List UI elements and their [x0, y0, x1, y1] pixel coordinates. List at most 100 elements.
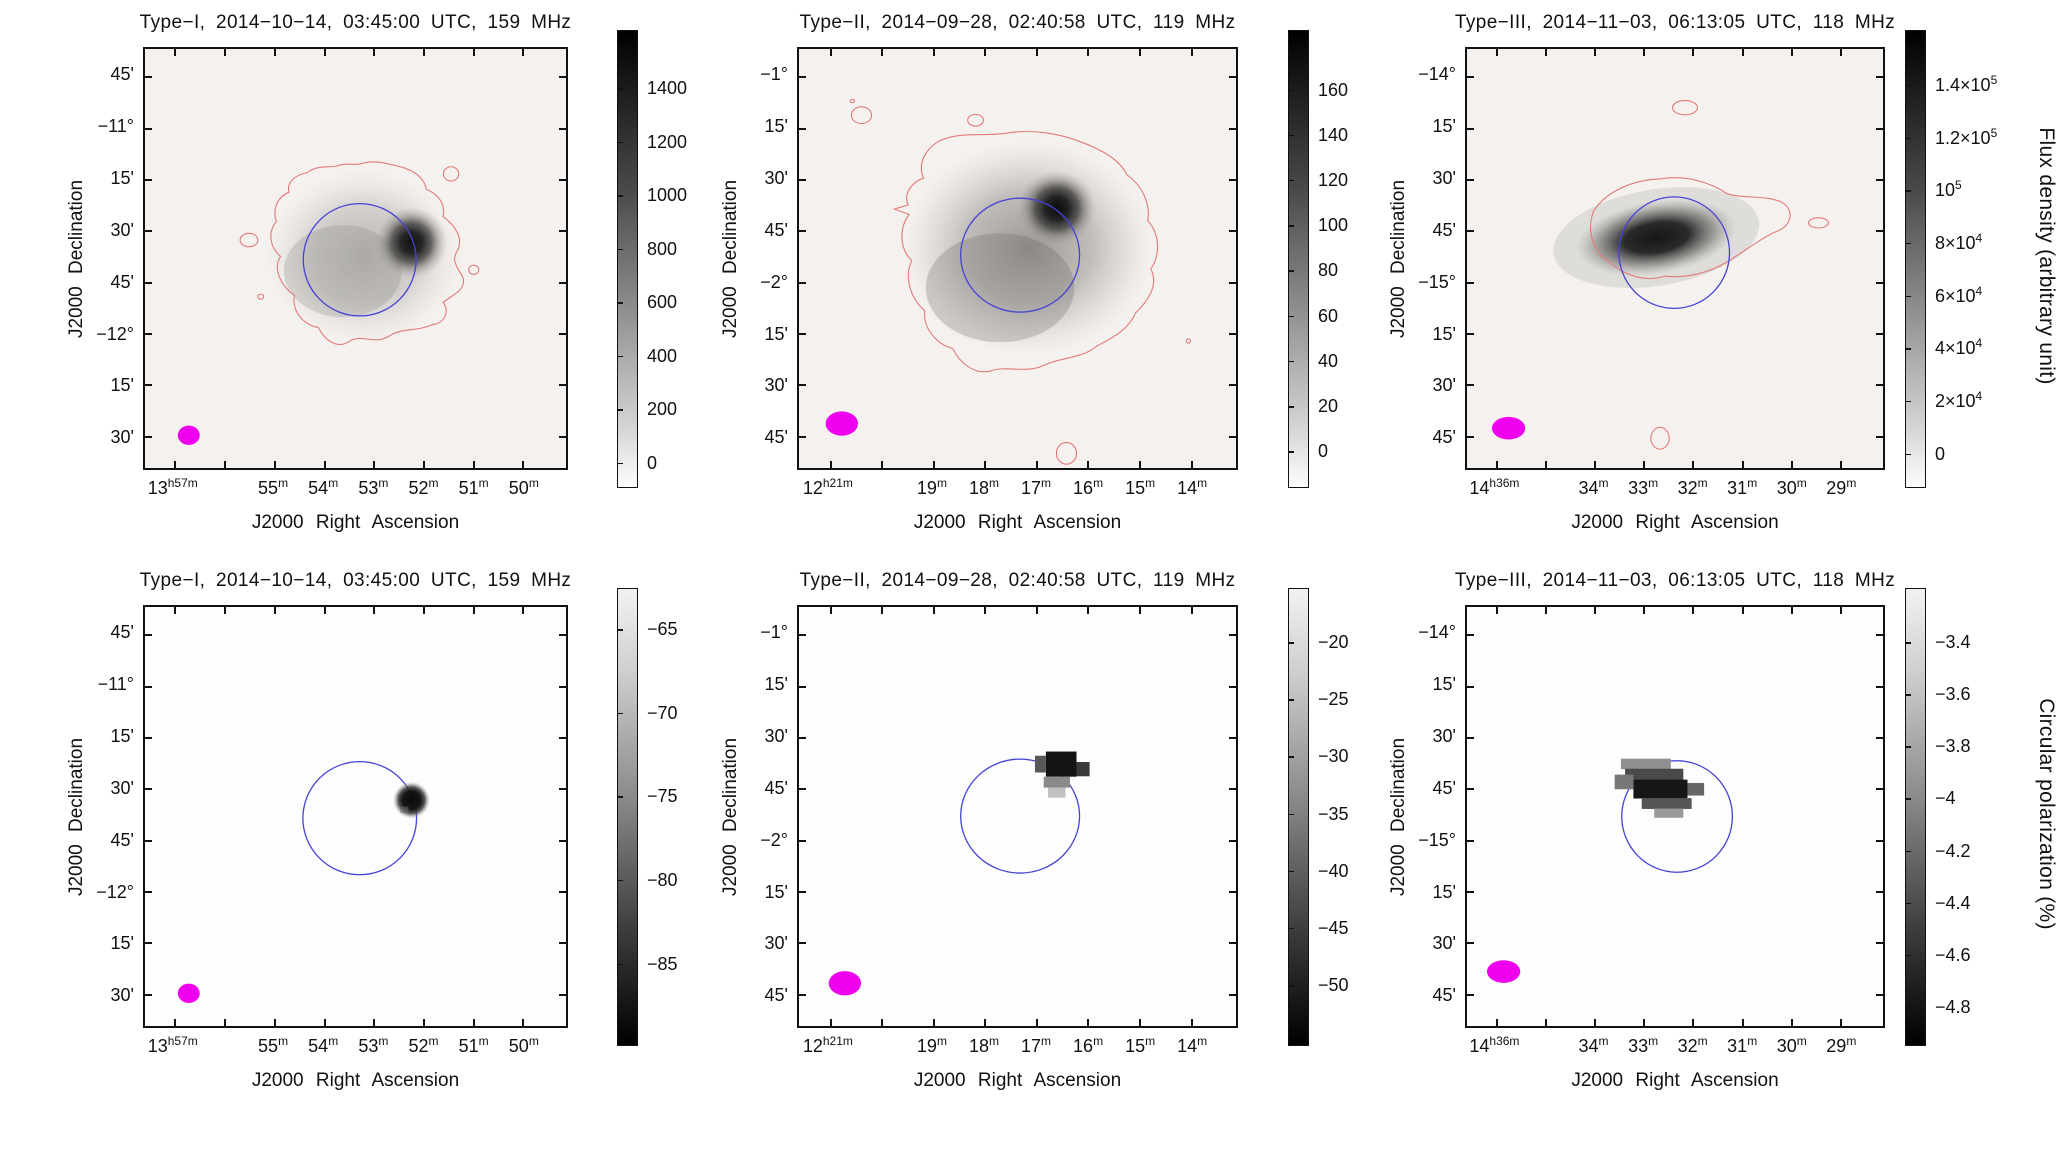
- y-tick-label: 15': [764, 116, 788, 137]
- y-axis-tick: [799, 993, 806, 996]
- y-tick-label: 15': [110, 726, 134, 747]
- x-tick-label: 52m: [408, 1034, 439, 1056]
- colorbar-tick: [1906, 850, 1911, 853]
- x-axis-tick: [273, 607, 276, 614]
- y-axis-tick: [799, 435, 806, 438]
- x-tick-label: 54m: [308, 476, 339, 498]
- x-axis-tick: [1643, 49, 1646, 56]
- panel-title: Type−II, 2014−09−28, 02:40:58 UTC, 119 M…: [799, 12, 1236, 33]
- x-tick-label: 55m: [258, 1034, 289, 1056]
- y-tick-label: 15': [764, 881, 788, 902]
- colorbar-tick: [618, 879, 623, 882]
- y-axis-tick: [559, 178, 566, 181]
- flux-contour-island: [258, 294, 264, 299]
- row-label-circular-polarization: Circular polarization (%): [2035, 698, 2058, 930]
- y-tick-label: −12°: [96, 323, 134, 344]
- x-axis-tick: [323, 607, 326, 614]
- x-tick-label: 17m: [1021, 1034, 1052, 1056]
- y-axis-tick: [1467, 634, 1474, 637]
- y-axis-tick: [1467, 736, 1474, 739]
- flux-contour-island: [850, 99, 854, 102]
- y-tick-label: 15': [764, 323, 788, 344]
- flux-contour-island: [968, 114, 984, 126]
- colorbar: [617, 30, 638, 488]
- x-axis-tick: [1035, 607, 1038, 614]
- y-axis-tick: [1229, 178, 1236, 181]
- y-axis-tick: [145, 942, 152, 945]
- x-tick-label: 31m: [1727, 1034, 1758, 1056]
- y-tick-label: 30': [110, 777, 134, 798]
- x-axis-tick: [1594, 49, 1597, 56]
- x-axis-tick: [273, 49, 276, 56]
- colorbar-tick-label: −20: [1318, 632, 1349, 653]
- y-axis-tick: [1467, 685, 1474, 688]
- x-axis-label: J2000 Right Ascension: [1571, 1070, 1779, 1091]
- y-tick-label: −14°: [1418, 622, 1456, 643]
- colorbar-tick: [1906, 798, 1911, 800]
- solar-disk-circle: [961, 759, 1080, 873]
- beam-ellipse: [825, 411, 858, 436]
- colorbar-tick: [618, 248, 623, 251]
- y-axis-tick: [1467, 127, 1474, 130]
- x-axis-tick: [984, 461, 987, 468]
- colorbar-tick: [1289, 225, 1294, 227]
- panel-title: Type−III, 2014−11−03, 06:13:05 UTC, 118 …: [1454, 570, 1896, 591]
- x-tick-label: 18m: [968, 476, 999, 498]
- colorbar-tick: [1906, 242, 1911, 245]
- x-tick-label: 15m: [1125, 476, 1156, 498]
- colorbar: [1288, 30, 1309, 488]
- x-axis-tick: [373, 461, 376, 468]
- map-scene: [825, 49, 1236, 468]
- x-axis-tick: [932, 607, 935, 614]
- x-axis-tick: [1643, 1019, 1646, 1026]
- x-axis-tick: [932, 49, 935, 56]
- solar-disk-circle: [961, 198, 1080, 312]
- x-tick-label: 32m: [1677, 1034, 1708, 1056]
- x-axis-label: J2000 Right Ascension: [251, 1070, 460, 1091]
- colorbar-tick: [618, 302, 623, 304]
- y-axis-tick: [145, 890, 152, 893]
- colorbar-tick: [1289, 451, 1294, 453]
- colorbar-tick-label: 1.4×105: [1935, 72, 1998, 95]
- beam-ellipse: [828, 971, 862, 996]
- y-axis-tick: [1876, 127, 1883, 130]
- x-axis-tick: [829, 607, 832, 614]
- x-axis-tick: [1839, 49, 1842, 56]
- colorbar-tick: [1289, 406, 1294, 408]
- y-tick-label: 45': [764, 219, 788, 240]
- colorbar-tick: [1906, 84, 1911, 87]
- x-axis-tick: [1594, 461, 1597, 468]
- y-axis-tick: [1467, 993, 1474, 996]
- solar-disk-circle: [303, 204, 416, 316]
- y-axis-tick: [1229, 435, 1236, 438]
- x-axis-tick: [1138, 49, 1141, 56]
- y-tick-label: 45': [764, 777, 788, 798]
- plot-area: [1465, 47, 1885, 470]
- y-axis-tick: [1467, 890, 1474, 893]
- y-axis-tick: [1229, 839, 1236, 842]
- colorbar-tick-label: 800: [647, 238, 678, 259]
- x-axis-tick: [1643, 461, 1646, 468]
- colorbar-tick-label: −3.6: [1935, 684, 1971, 705]
- y-axis-tick: [1876, 178, 1883, 181]
- x-axis-tick: [1545, 607, 1548, 614]
- colorbar-tick: [1289, 813, 1294, 816]
- x-axis-tick: [829, 49, 832, 56]
- solar-disk-circle: [303, 762, 417, 875]
- y-axis-label: J2000 Declination: [1388, 179, 1409, 338]
- colorbar-tick-label: −80: [647, 869, 678, 890]
- y-tick-label: −14°: [1418, 64, 1456, 85]
- x-axis-tick: [1790, 49, 1793, 56]
- compact-source: [1575, 198, 1737, 277]
- x-tick-label: 14h36m: [1469, 476, 1520, 498]
- x-axis-label: J2000 Right Ascension: [1571, 512, 1779, 533]
- y-axis-tick: [145, 384, 152, 387]
- y-axis-tick: [145, 76, 152, 79]
- x-axis-tick: [932, 461, 935, 468]
- colorbar-tick: [1906, 902, 1911, 905]
- colorbar-tick-label: 1000: [647, 185, 688, 206]
- y-axis-tick: [559, 332, 566, 335]
- y-axis-tick: [1876, 942, 1883, 945]
- plot-area: [797, 47, 1238, 470]
- colorbar-tick-label: 200: [647, 399, 678, 420]
